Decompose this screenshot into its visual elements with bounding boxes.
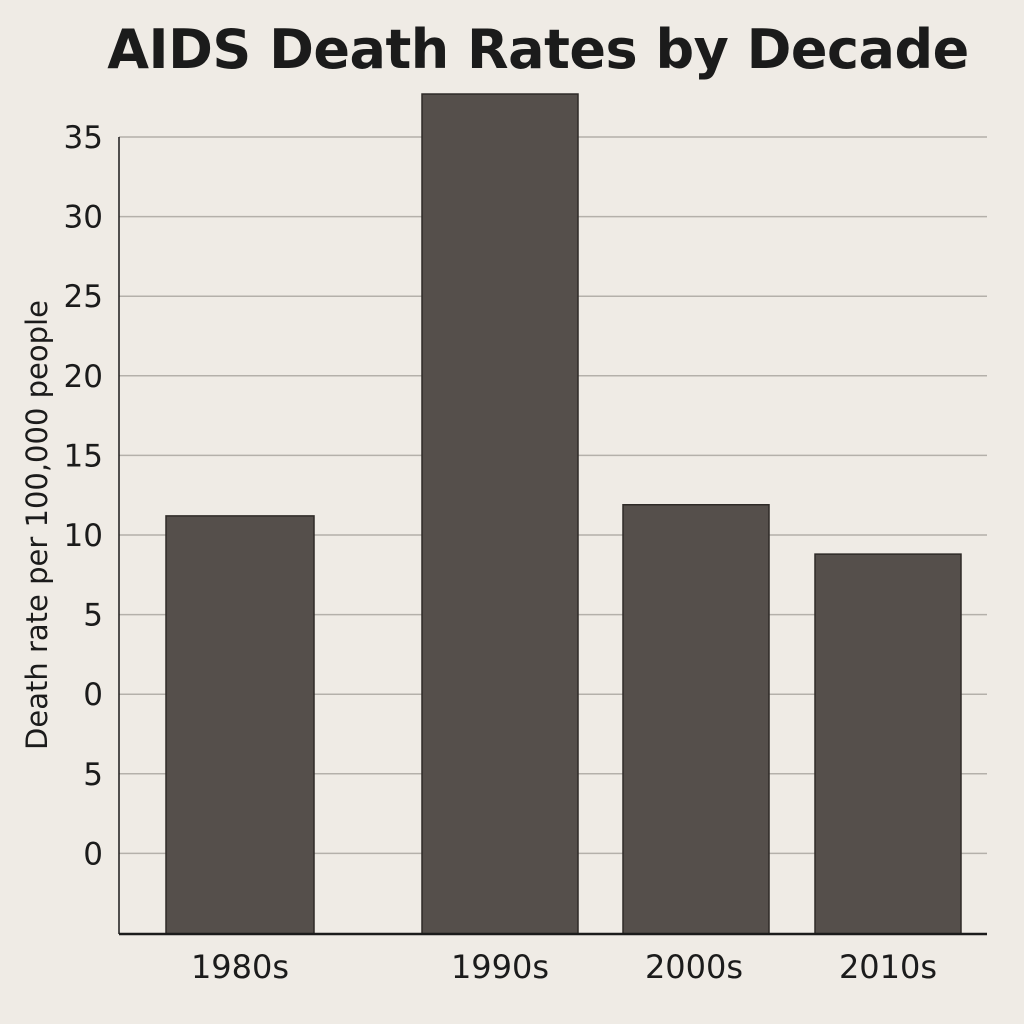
x-tick-label-1990s: 1990s xyxy=(451,948,549,986)
y-tick-label: 35 xyxy=(64,120,103,156)
y-tick-label: 10 xyxy=(64,518,103,554)
bar-2000s xyxy=(622,504,770,935)
x-tick-label-2010s: 2010s xyxy=(839,948,937,986)
bar-2010s xyxy=(814,553,962,935)
x-tick-label-1980s: 1980s xyxy=(191,948,289,986)
bars xyxy=(165,93,962,935)
y-tick-label: 0 xyxy=(83,677,103,713)
y-tick-label: 30 xyxy=(64,200,103,236)
x-tick-labels: 1980s 1990s 2000s 2010s xyxy=(191,948,937,986)
y-tick-label: 20 xyxy=(64,359,103,395)
x-tick-label-2000s: 2000s xyxy=(645,948,743,986)
bar-1990s xyxy=(421,93,579,935)
y-tick-labels: 35 30 25 20 15 10 5 0 5 0 xyxy=(64,120,103,872)
y-tick-label: 25 xyxy=(64,279,103,315)
y-tick-label: 0 xyxy=(83,836,103,872)
bar-1980s xyxy=(165,515,315,935)
y-tick-label: 15 xyxy=(64,438,103,474)
y-tick-label: 5 xyxy=(83,598,103,634)
y-axis-title: Death rate per 100,000 people xyxy=(20,300,54,750)
chart-title: AIDS Death Rates by Decade xyxy=(107,18,969,81)
y-tick-label: 5 xyxy=(83,757,103,793)
